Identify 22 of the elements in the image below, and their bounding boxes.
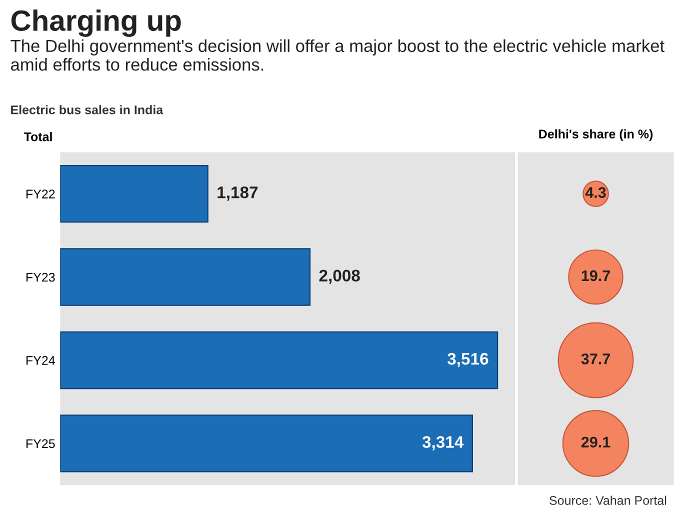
data-label: 29.1 (581, 436, 610, 448)
data-label: 4.3 (585, 187, 606, 198)
y-tick-label: FY25 (26, 439, 55, 448)
text: Electric bus sales in India (11, 105, 164, 114)
x-axis-title: Total (24, 132, 52, 142)
y-tick-label: FY23 (26, 272, 55, 282)
data-label: 1,187 (218, 186, 258, 201)
bar (60, 414, 473, 472)
text: Delhi's share (in %) (539, 129, 653, 141)
y-tick-label: FY24 (26, 356, 55, 365)
bar (60, 248, 311, 306)
bar (60, 331, 498, 390)
data-label: 2,008 (319, 270, 360, 284)
bar (60, 164, 208, 223)
data-label: 3,314 (422, 436, 464, 450)
data-label: 3,516 (447, 352, 488, 368)
data-label: 37.7 (581, 354, 610, 364)
data-label: 19.7 (582, 270, 610, 282)
source-note: Source: Vahan Portal (550, 496, 666, 505)
chart-title: Charging up (11, 10, 181, 37)
y-tick-label: FY22 (26, 190, 55, 198)
chart-subtitle: The Delhi government's decision will offer a major boost to the electric vehicle market amid efforts to reduce emissions. (10, 39, 664, 71)
